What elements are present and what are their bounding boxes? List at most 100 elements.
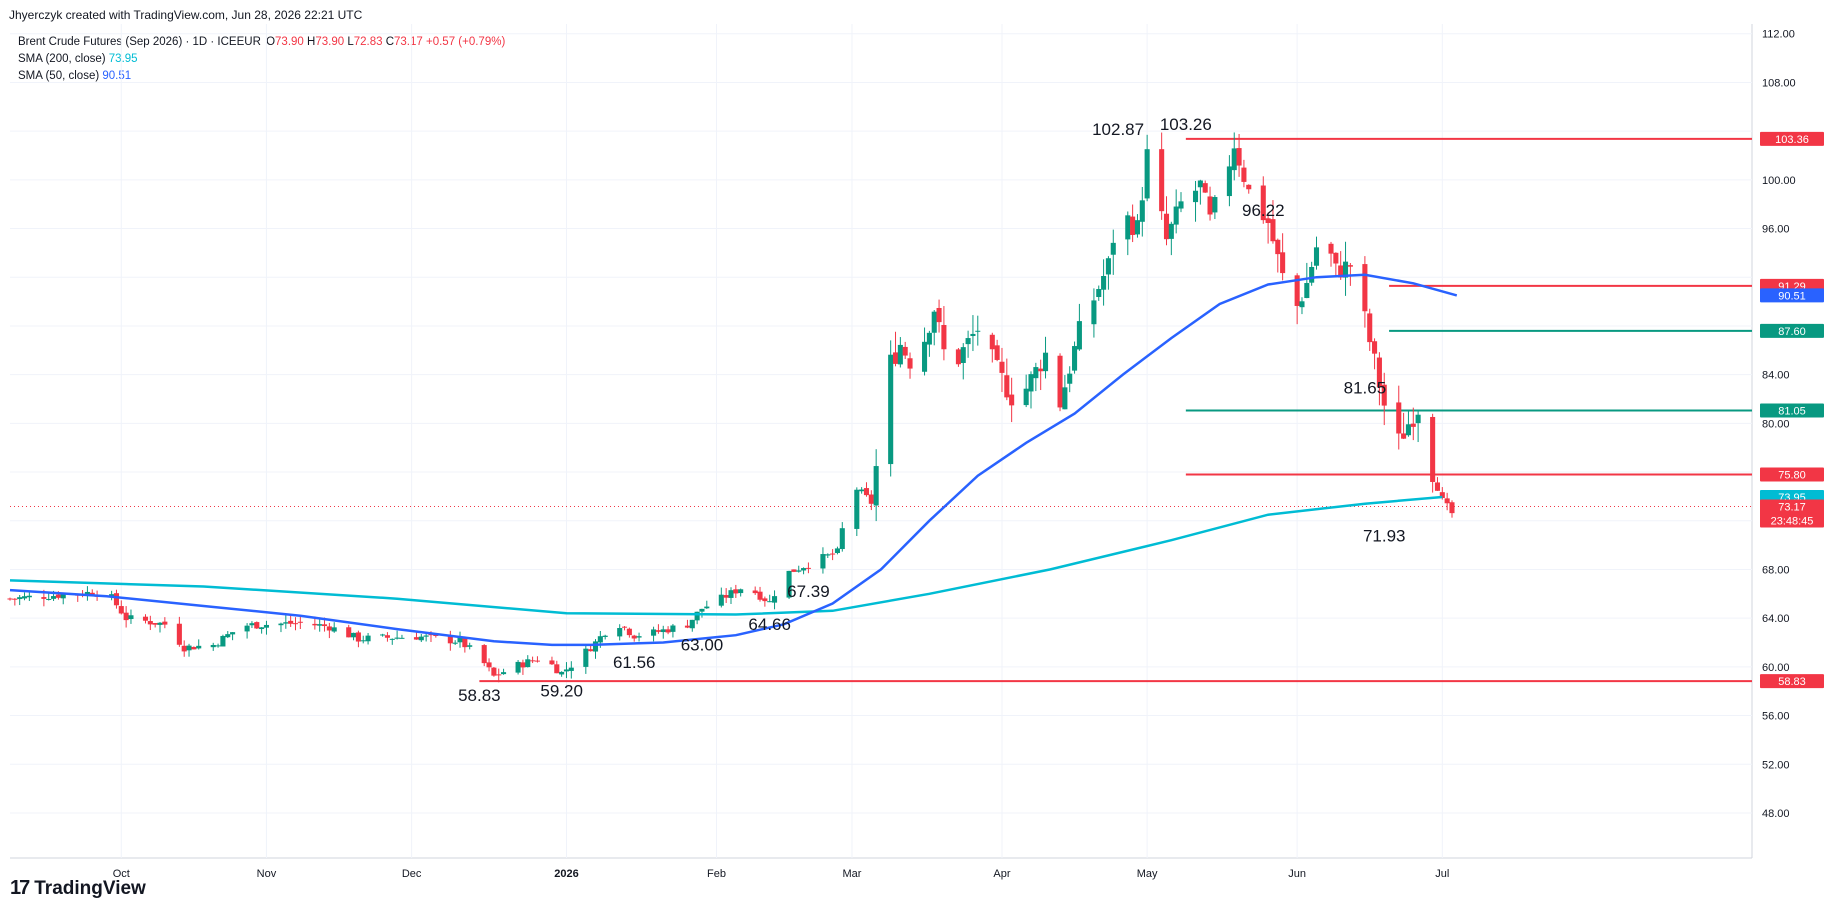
candle-body [568, 667, 574, 671]
candle-body [433, 635, 439, 637]
candle-body [1197, 180, 1203, 188]
candle-body [694, 611, 700, 621]
tradingview-logo[interactable]: 17 TradingView [10, 877, 146, 900]
candle-body [142, 616, 149, 621]
price-annotation: 96.22 [1242, 201, 1285, 220]
candle-body [283, 622, 289, 624]
candle-body [1405, 424, 1411, 436]
x-tick-label: 2026 [554, 868, 578, 880]
candle-body [1270, 219, 1276, 242]
candle-body [1275, 239, 1281, 255]
low-label: L [347, 36, 354, 48]
candle-body [965, 338, 971, 345]
candle-body [162, 621, 168, 625]
candle-body [1130, 216, 1136, 235]
candle-body [452, 642, 458, 644]
candle-body [554, 664, 560, 674]
candle-body [51, 596, 57, 599]
candle-body [1168, 223, 1174, 239]
candle-body [859, 489, 865, 492]
candle-body [854, 489, 860, 529]
candle-body [805, 567, 811, 569]
sma50-row[interactable]: SMA (50, close) 90.51 [18, 68, 505, 85]
candle-body [210, 644, 216, 648]
axis-price-tag-text: 75.80 [1778, 469, 1806, 481]
candle-body [215, 645, 221, 647]
candle-body [41, 597, 47, 599]
y-tick-label: 100.00 [1762, 175, 1796, 187]
close-label: C [385, 36, 395, 48]
candle-body [288, 620, 294, 624]
sma50-label: SMA (50, close) [18, 70, 100, 82]
candle-body [413, 637, 420, 640]
y-tick-label: 96.00 [1762, 224, 1790, 236]
candle-body [955, 349, 961, 365]
x-tick-label: Feb [707, 868, 726, 880]
candle-body [176, 623, 182, 645]
candle-body [907, 358, 913, 369]
candle-body [1401, 433, 1407, 439]
price-annotation: 59.20 [540, 682, 583, 701]
x-tick-label: Dec [402, 868, 422, 880]
candle-body [292, 623, 299, 625]
candle-body [157, 622, 163, 625]
candle-body [1241, 167, 1247, 182]
candle-body [1144, 149, 1150, 199]
y-tick-label: 80.00 [1762, 418, 1790, 430]
axis-price-tag-text: 81.05 [1778, 406, 1806, 418]
candle-body [1328, 243, 1334, 254]
candle-body [1434, 482, 1441, 491]
candle-body [331, 627, 337, 632]
candle-body [128, 615, 134, 620]
candle-body [563, 669, 570, 672]
axis-price-tag-text: 58.83 [1778, 676, 1806, 688]
candle-body [1009, 394, 1015, 406]
candle-body [839, 528, 845, 550]
candle-body [989, 334, 995, 350]
candle-body [1231, 148, 1237, 171]
candle-body [1072, 346, 1078, 371]
candle-body [1362, 264, 1368, 312]
candle-body [699, 608, 705, 612]
symbol-row[interactable]: Brent Crude Futures (Sep 2026) · 1D · IC… [18, 34, 505, 51]
candle-body [994, 345, 1000, 360]
candle-body [796, 570, 802, 572]
candle-body [515, 661, 521, 673]
candle-body [960, 347, 966, 363]
sma200-row[interactable]: SMA (200, close) 73.95 [18, 51, 505, 68]
candle-body [1173, 206, 1179, 225]
candle-body [1333, 252, 1339, 264]
x-tick-label: May [1137, 868, 1158, 880]
candle-body [863, 488, 870, 496]
x-tick-label: Apr [993, 868, 1010, 880]
candle-body [109, 594, 115, 597]
candle-body [297, 621, 303, 623]
candle-body [665, 629, 671, 633]
y-tick-label: 108.00 [1762, 77, 1796, 89]
candle-body [55, 594, 61, 598]
candle-body [249, 623, 255, 626]
candle-body [941, 324, 947, 350]
x-tick-label: Jul [1435, 868, 1449, 880]
candles [7, 132, 1455, 683]
candle-body [1033, 367, 1039, 379]
y-tick-label: 60.00 [1762, 662, 1790, 674]
candle-body [733, 589, 739, 594]
candle-body [1304, 283, 1310, 299]
candle-body [549, 660, 555, 665]
candle-body [384, 635, 390, 638]
candle-body [1163, 213, 1170, 240]
candle-body [123, 612, 129, 621]
candle-body [970, 333, 976, 337]
axis-countdown-text: 23:48:45 [1771, 516, 1814, 528]
price-annotation: 102.87 [1092, 120, 1144, 139]
sma200-value: 73.95 [108, 53, 138, 65]
candle-body [530, 660, 536, 662]
candle-body [326, 626, 332, 631]
candle-body [428, 634, 434, 636]
candle-body [355, 632, 361, 642]
change-value: +0.57 (+0.79%) [426, 36, 506, 48]
candle-body [636, 636, 642, 638]
candle-body [230, 632, 236, 635]
